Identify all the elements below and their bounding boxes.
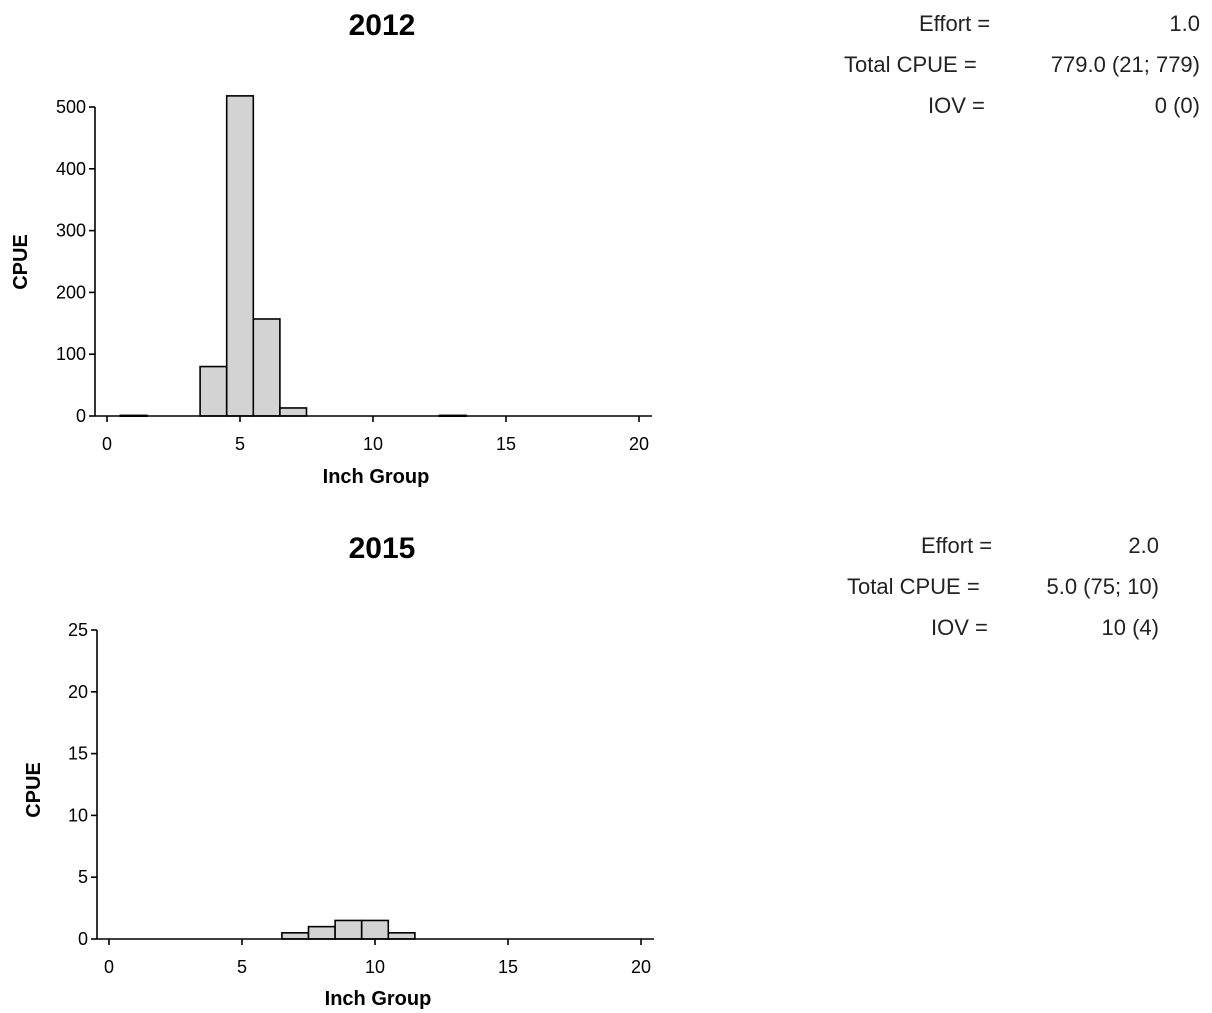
x-tick-label: 5 — [235, 434, 245, 454]
x-tick-label: 15 — [496, 434, 516, 454]
iov-row: IOV = 0 (0) — [780, 85, 1210, 126]
y-axis-label: CPUE — [23, 762, 45, 818]
y-tick-label: 100 — [56, 344, 86, 364]
chart-2015: 2015 CPUE Inch Group 0 5 10 15 20 25 0 5 10 15 20 — [23, 532, 654, 1010]
chart-2012: 2012 CPUE Inch Group 0 100 200 300 400 500 0 5 1… — [10, 9, 652, 488]
y-tick-label: 10 — [68, 805, 88, 825]
x-tick-label: 20 — [629, 434, 649, 454]
y-tick-label: 0 — [76, 406, 86, 426]
bar — [199, 365, 228, 417]
x-tick-label: 15 — [498, 957, 518, 977]
bar — [387, 932, 416, 940]
bar — [334, 919, 363, 940]
chart-title: 2015 — [349, 532, 416, 565]
bar — [360, 919, 390, 940]
y-tick-label: 200 — [56, 282, 86, 302]
effort-value: 1.0 — [1169, 11, 1200, 36]
y-tick-label: 5 — [78, 867, 88, 887]
x-tick-label: 10 — [363, 434, 383, 454]
x-axis-label: Inch Group — [323, 466, 430, 488]
total-cpue-row: Total CPUE = 779.0 (21; 779) — [780, 44, 1210, 85]
effort-label: Effort = — [921, 533, 993, 558]
x-axis-label: Inch Group — [325, 988, 432, 1010]
y-tick-label: 15 — [68, 744, 88, 764]
iov-label: IOV = — [928, 93, 985, 118]
stats-panel-2012: Effort = 1.0 Total CPUE = 779.0 (21; 779… — [780, 3, 1210, 126]
y-tick-label: 300 — [56, 221, 86, 241]
bar — [281, 932, 310, 940]
y-tick-label: 400 — [56, 159, 86, 179]
x-tick-label: 10 — [365, 957, 385, 977]
bar — [307, 925, 336, 940]
effort-row: Effort = 1.0 — [780, 3, 1210, 44]
effort-row: Effort = 2.0 — [780, 525, 1210, 566]
bar — [225, 95, 255, 417]
effort-value: 2.0 — [1128, 533, 1159, 558]
total-cpue-value: 5.0 (75; 10) — [1046, 574, 1159, 599]
bar — [252, 318, 281, 417]
y-axis-label: CPUE — [10, 234, 32, 290]
iov-label: IOV = — [931, 615, 988, 640]
iov-value: 10 (4) — [1101, 615, 1159, 640]
x-tick-label: 0 — [102, 434, 112, 454]
bar — [279, 407, 308, 417]
x-tick-label: 0 — [104, 957, 114, 977]
y-tick-label: 0 — [78, 929, 88, 949]
total-cpue-row: Total CPUE = 5.0 (75; 10) — [780, 566, 1210, 607]
total-cpue-label: Total CPUE = — [847, 574, 980, 599]
y-tick-label: 500 — [56, 97, 86, 117]
iov-row: IOV = 10 (4) — [780, 607, 1210, 648]
x-tick-label: 20 — [631, 957, 651, 977]
x-tick-label: 5 — [237, 957, 247, 977]
chart-title: 2012 — [349, 9, 416, 42]
total-cpue-label: Total CPUE = — [844, 52, 977, 77]
y-tick-label: 20 — [68, 682, 88, 702]
stats-panel-2015: Effort = 2.0 Total CPUE = 5.0 (75; 10) I… — [780, 525, 1210, 648]
effort-label: Effort = — [919, 11, 991, 36]
iov-value: 0 (0) — [1154, 93, 1200, 118]
y-tick-label: 25 — [68, 620, 88, 640]
total-cpue-value: 779.0 (21; 779) — [1050, 52, 1200, 77]
